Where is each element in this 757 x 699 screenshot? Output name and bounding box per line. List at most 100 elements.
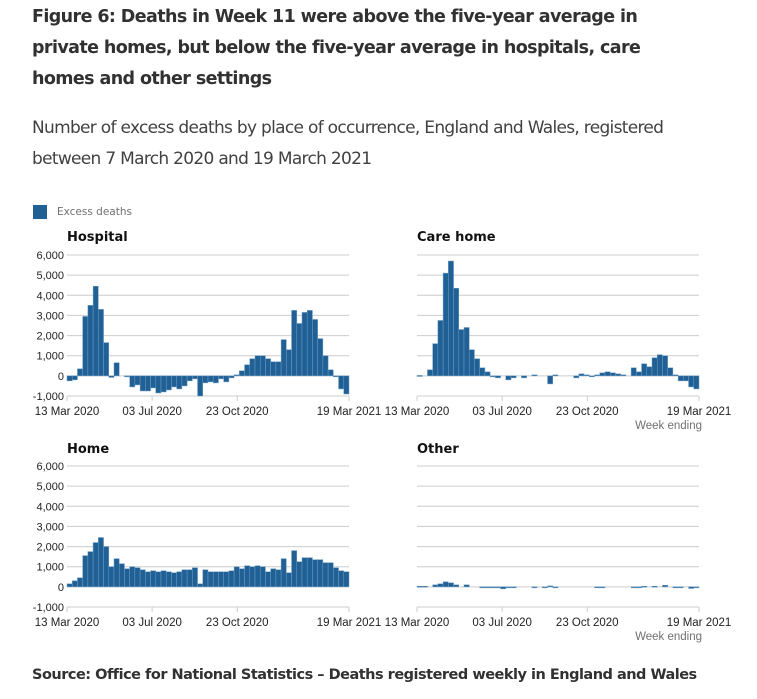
bar-care-home[interactable] — [599, 372, 606, 377]
bar-hospital[interactable] — [108, 375, 115, 378]
bar-other[interactable] — [677, 586, 684, 589]
bar-home[interactable] — [197, 583, 204, 588]
bar-care-home[interactable] — [594, 374, 601, 377]
bar-home[interactable] — [228, 570, 235, 588]
bar-hospital[interactable] — [233, 374, 240, 377]
bar-home[interactable] — [327, 562, 334, 588]
bar-hospital[interactable] — [322, 355, 329, 377]
bar-other[interactable] — [630, 586, 637, 589]
bar-care-home[interactable] — [505, 375, 512, 381]
bar-other[interactable] — [495, 586, 501, 589]
bar-home[interactable] — [145, 571, 151, 588]
bar-home[interactable] — [338, 570, 345, 588]
bar-hospital[interactable] — [254, 355, 261, 377]
bar-hospital[interactable] — [327, 369, 334, 377]
bar-care-home[interactable] — [677, 375, 684, 382]
bar-hospital[interactable] — [139, 375, 146, 392]
bar-hospital[interactable] — [87, 305, 94, 377]
bar-home[interactable] — [82, 555, 89, 588]
bar-hospital[interactable] — [129, 375, 136, 388]
bar-home[interactable] — [275, 569, 282, 588]
bar-hospital[interactable] — [103, 342, 110, 377]
bar-care-home[interactable] — [651, 357, 658, 377]
bar-hospital[interactable] — [98, 309, 104, 377]
bar-hospital[interactable] — [275, 361, 282, 377]
bar-home[interactable] — [296, 561, 303, 588]
bar-home[interactable] — [129, 566, 136, 588]
bar-other[interactable] — [636, 586, 642, 589]
bar-care-home[interactable] — [453, 287, 460, 377]
bar-hospital[interactable] — [249, 358, 256, 377]
bar-home[interactable] — [254, 565, 261, 588]
bar-home[interactable] — [270, 568, 277, 588]
bar-care-home[interactable] — [510, 375, 517, 379]
bar-other[interactable] — [547, 585, 554, 588]
bar-home[interactable] — [312, 559, 318, 588]
bar-hospital[interactable] — [270, 361, 277, 377]
bar-other[interactable] — [552, 586, 559, 589]
bar-hospital[interactable] — [134, 375, 141, 386]
bar-care-home[interactable] — [463, 327, 470, 377]
bar-home[interactable] — [98, 537, 104, 588]
bar-other[interactable] — [437, 583, 444, 588]
bar-home[interactable] — [124, 568, 130, 588]
bar-care-home[interactable] — [636, 371, 642, 377]
bar-hospital[interactable] — [265, 358, 271, 377]
bar-care-home[interactable] — [630, 367, 637, 377]
bar-hospital[interactable] — [333, 375, 339, 378]
bar-hospital[interactable] — [343, 375, 350, 395]
bar-care-home[interactable] — [641, 363, 648, 377]
bar-hospital[interactable] — [228, 375, 235, 379]
bar-other[interactable] — [479, 586, 486, 589]
bar-hospital[interactable] — [192, 375, 198, 380]
bar-hospital[interactable] — [197, 375, 204, 397]
bar-hospital[interactable] — [212, 375, 219, 384]
bar-other[interactable] — [672, 586, 679, 589]
bar-home[interactable] — [186, 569, 193, 588]
bar-home[interactable] — [244, 565, 251, 588]
bar-home[interactable] — [223, 571, 230, 588]
bar-other[interactable] — [651, 586, 658, 588]
bar-hospital[interactable] — [155, 375, 162, 394]
bar-home[interactable] — [77, 577, 83, 588]
bar-care-home[interactable] — [531, 374, 538, 377]
bar-care-home[interactable] — [578, 373, 585, 377]
bar-hospital[interactable] — [165, 375, 172, 391]
bar-hospital[interactable] — [291, 310, 298, 377]
bar-care-home[interactable] — [484, 371, 491, 377]
bar-hospital[interactable] — [301, 312, 308, 377]
bar-hospital[interactable] — [296, 323, 303, 377]
bar-care-home[interactable] — [442, 272, 449, 377]
bar-home[interactable] — [139, 569, 146, 588]
bar-care-home[interactable] — [662, 355, 668, 377]
bar-home[interactable] — [181, 569, 188, 588]
bar-hospital[interactable] — [239, 370, 245, 377]
bar-hospital[interactable] — [124, 375, 130, 378]
bar-home[interactable] — [333, 567, 339, 588]
bar-home[interactable] — [317, 559, 324, 588]
bar-hospital[interactable] — [92, 285, 99, 377]
bar-other[interactable] — [500, 586, 507, 590]
bar-hospital[interactable] — [181, 375, 188, 387]
bar-other[interactable] — [432, 584, 439, 588]
bar-other[interactable] — [448, 582, 454, 588]
bar-home[interactable] — [92, 542, 99, 588]
bar-home[interactable] — [171, 572, 177, 588]
bar-care-home[interactable] — [604, 371, 611, 377]
bar-home[interactable] — [87, 551, 94, 588]
bar-hospital[interactable] — [171, 375, 177, 388]
bar-other[interactable] — [542, 586, 548, 589]
bar-other[interactable] — [599, 586, 606, 589]
bar-care-home[interactable] — [573, 375, 580, 379]
bar-home[interactable] — [322, 562, 329, 588]
bar-other[interactable] — [688, 586, 695, 589]
bar-home[interactable] — [207, 571, 214, 588]
bar-care-home[interactable] — [474, 358, 480, 377]
bar-home[interactable] — [134, 567, 141, 588]
bar-care-home[interactable] — [547, 375, 554, 385]
bar-home[interactable] — [66, 583, 73, 588]
bar-other[interactable] — [693, 586, 700, 589]
bar-care-home[interactable] — [667, 367, 674, 377]
bar-home[interactable] — [108, 566, 115, 588]
bar-hospital[interactable] — [77, 368, 83, 377]
